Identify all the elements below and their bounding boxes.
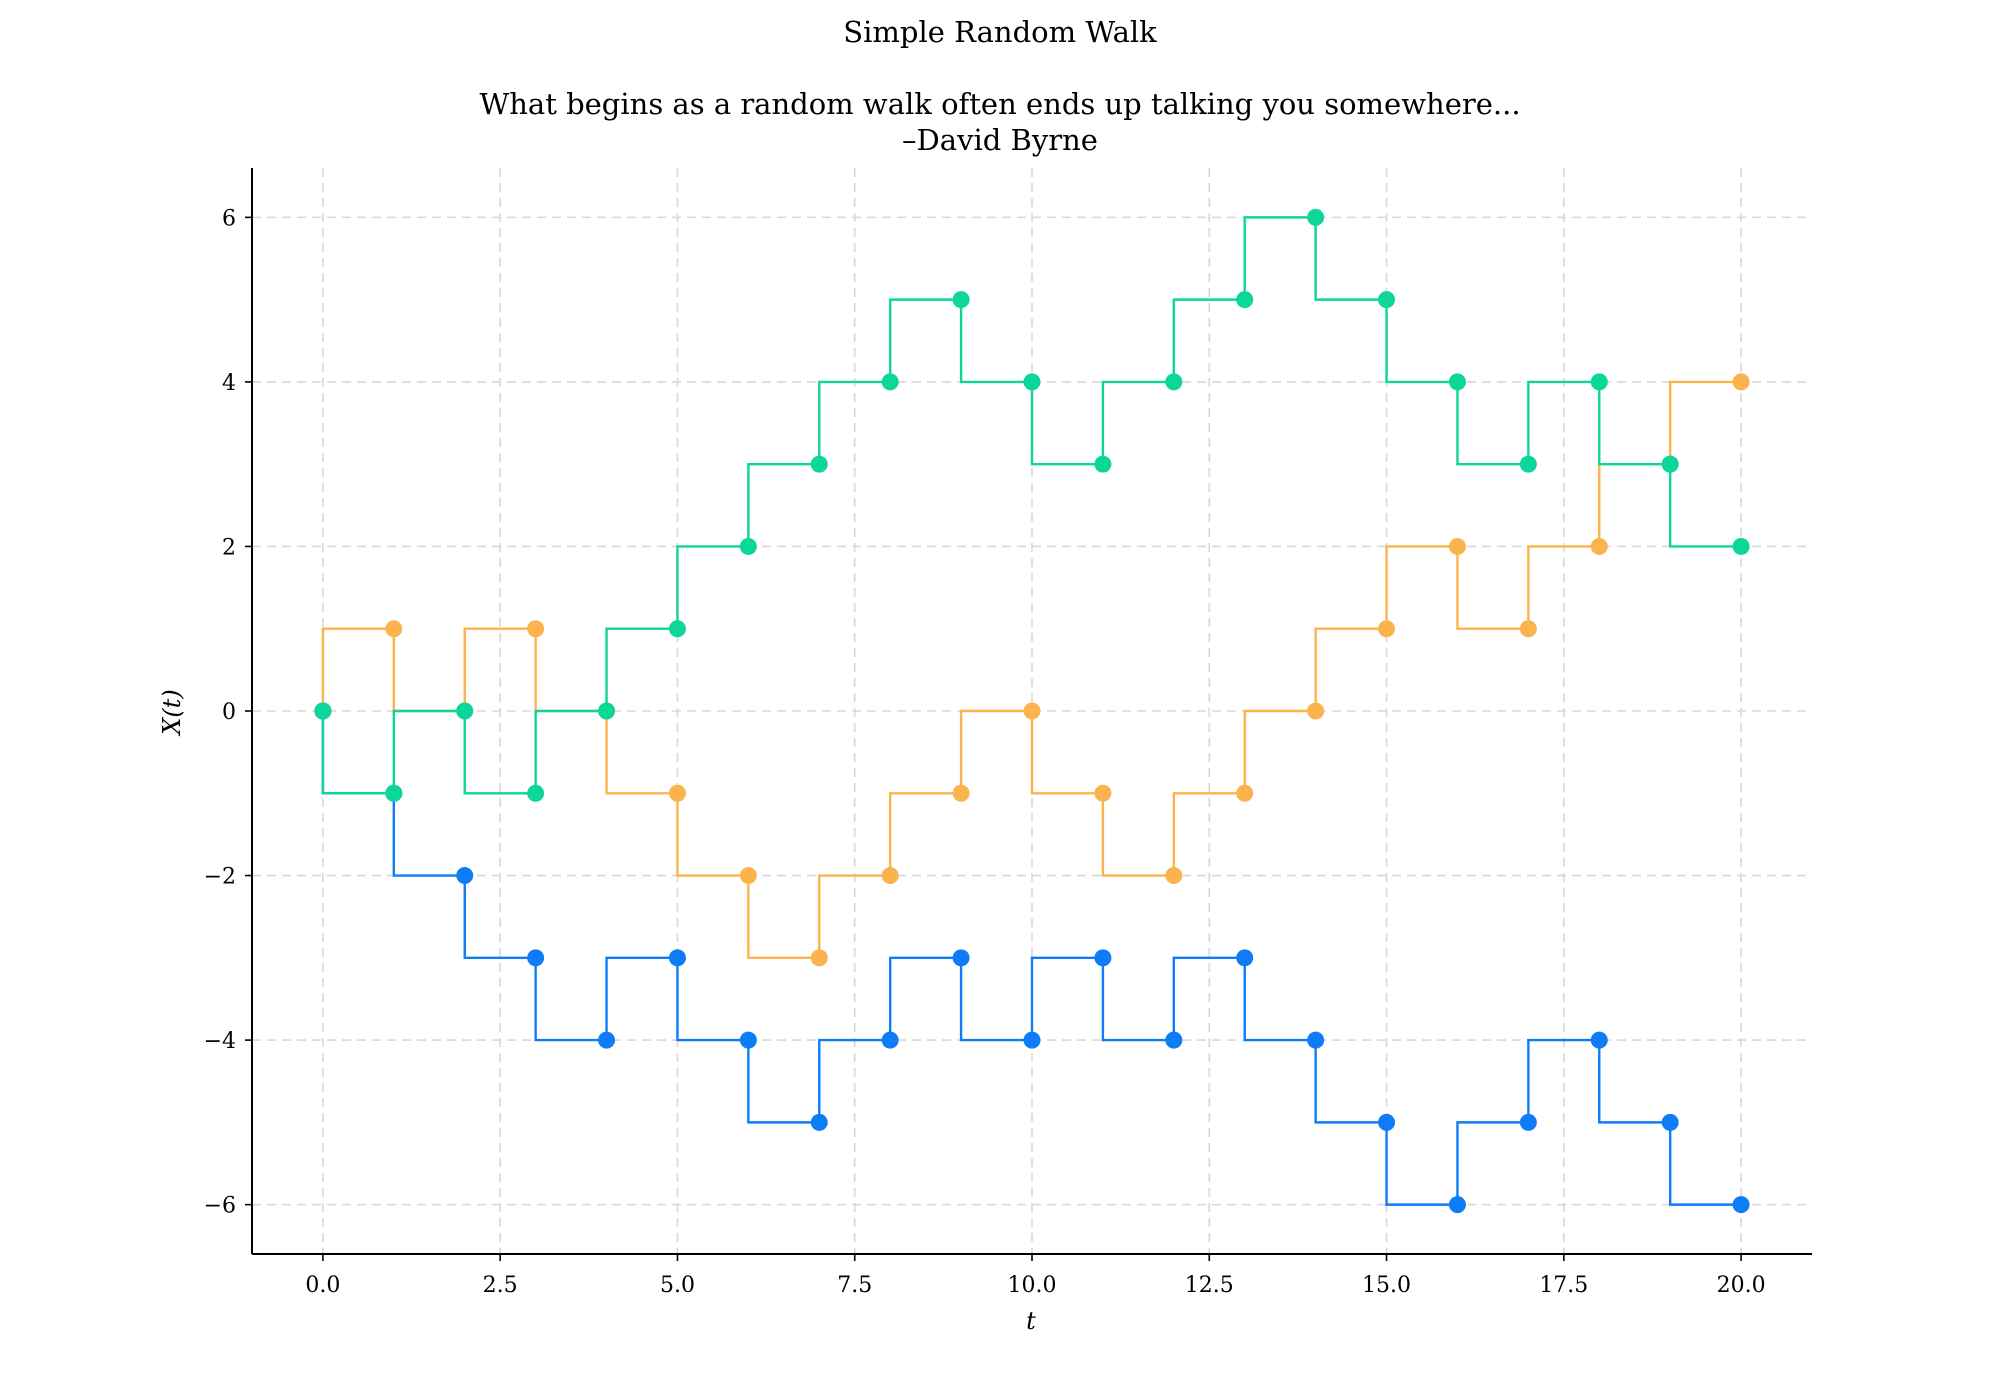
- y-axis-label: X(t): [158, 689, 186, 736]
- y-tick-label-1: −4: [204, 1029, 236, 1054]
- y-tick-label-4: 2: [222, 535, 236, 560]
- x-tick-label-1: 2.5: [483, 1273, 518, 1298]
- chart-title: Simple Random Walk: [843, 15, 1157, 49]
- x-tick-label-5: 12.5: [1185, 1273, 1234, 1298]
- x-tick-label-8: 20.0: [1717, 1273, 1766, 1298]
- series-2-point-13: [1236, 291, 1254, 309]
- series-2-point-18: [1590, 373, 1608, 391]
- series-0-point-8: [881, 867, 899, 885]
- series-1-point-11: [1094, 949, 1112, 967]
- y-tick-label-6: 6: [222, 206, 236, 231]
- series-0-point-6: [739, 867, 757, 885]
- x-tick-label-4: 10.0: [1008, 1273, 1057, 1298]
- series-2-point-7: [810, 455, 828, 473]
- y-tick-label-0: −6: [204, 1194, 236, 1219]
- series-0-point-16: [1448, 537, 1466, 555]
- series-2-point-1: [385, 784, 403, 802]
- series-1-point-3: [527, 949, 545, 967]
- series-2-point-15: [1378, 291, 1396, 309]
- series-2-point-16: [1448, 373, 1466, 391]
- y-tick-label-3: 0: [222, 700, 236, 725]
- series-1-point-20: [1732, 1196, 1750, 1214]
- series-0-point-1: [385, 620, 403, 638]
- x-tick-label-0: 0.0: [305, 1273, 340, 1298]
- series-2-point-12: [1165, 373, 1183, 391]
- series-0-point-12: [1165, 867, 1183, 885]
- chart-subtitle-line-2: –David Byrne: [902, 123, 1098, 157]
- series-2: [314, 208, 1750, 802]
- series-1-point-14: [1307, 1031, 1325, 1049]
- series-0-point-20: [1732, 373, 1750, 391]
- series-2-point-0: [314, 702, 332, 720]
- series-1-point-19: [1661, 1113, 1679, 1131]
- series-1-point-16: [1448, 1196, 1466, 1214]
- series-2-point-11: [1094, 455, 1112, 473]
- series-0-point-18: [1590, 537, 1608, 555]
- series-1: [314, 702, 1750, 1214]
- series-2-point-17: [1519, 455, 1537, 473]
- y-tick-label-5: 4: [222, 371, 236, 396]
- series-2-point-2: [456, 702, 474, 720]
- series-0-point-11: [1094, 784, 1112, 802]
- y-tick-label-2: −2: [204, 865, 236, 890]
- series-1-point-18: [1590, 1031, 1608, 1049]
- series-0-point-13: [1236, 784, 1254, 802]
- series-1-point-6: [739, 1031, 757, 1049]
- series-1-point-9: [952, 949, 970, 967]
- x-tick-label-7: 17.5: [1539, 1273, 1588, 1298]
- series-2-point-3: [527, 784, 545, 802]
- x-axis-label: t: [1026, 1307, 1036, 1335]
- series-1-point-5: [668, 949, 686, 967]
- series-2-point-14: [1307, 208, 1325, 226]
- series-2-point-19: [1661, 455, 1679, 473]
- x-tick-label-6: 15.0: [1362, 1273, 1411, 1298]
- ticks: 0.0 2.5 5.0 7.5 10.0 12.5 15.0 17.5 20.0 −6 −4 −2 0 2…: [204, 206, 1766, 1298]
- series-1-point-7: [810, 1113, 828, 1131]
- series-0-point-9: [952, 784, 970, 802]
- series-1-point-12: [1165, 1031, 1183, 1049]
- series-layer: [314, 208, 1750, 1214]
- series-2-point-4: [598, 702, 616, 720]
- series-0-point-10: [1023, 702, 1041, 720]
- series-2-point-9: [952, 291, 970, 309]
- series-2-point-8: [881, 373, 899, 391]
- series-2-point-5: [668, 620, 686, 638]
- title-block: Simple Random Walk What begins as a rand…: [479, 15, 1520, 157]
- series-2-point-6: [739, 537, 757, 555]
- series-1-point-15: [1378, 1113, 1396, 1131]
- series-1-point-2: [456, 867, 474, 885]
- series-0-point-15: [1378, 620, 1396, 638]
- series-1-point-13: [1236, 949, 1254, 967]
- series-1-point-17: [1519, 1113, 1537, 1131]
- series-0-point-17: [1519, 620, 1537, 638]
- x-tick-label-3: 7.5: [837, 1273, 872, 1298]
- series-0-point-7: [810, 949, 828, 967]
- series-0-point-3: [527, 620, 545, 638]
- series-0-point-5: [668, 784, 686, 802]
- series-1-point-8: [881, 1031, 899, 1049]
- x-tick-label-2: 5.0: [660, 1273, 695, 1298]
- series-1-point-10: [1023, 1031, 1041, 1049]
- series-1-point-4: [598, 1031, 616, 1049]
- chart-subtitle-line-1: What begins as a random walk often ends …: [479, 87, 1520, 121]
- series-0-point-14: [1307, 702, 1325, 720]
- series-2-point-20: [1732, 537, 1750, 555]
- series-2-point-10: [1023, 373, 1041, 391]
